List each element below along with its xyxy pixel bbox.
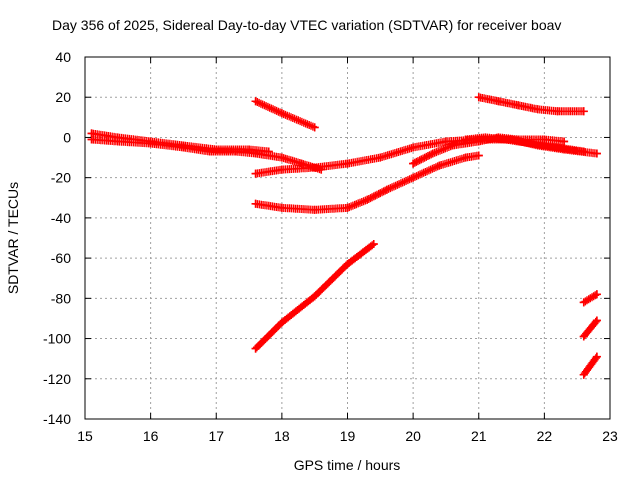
data-point <box>448 141 457 150</box>
data-point <box>592 149 601 158</box>
data-point <box>579 107 588 116</box>
data-point <box>501 135 509 144</box>
series-track-e <box>251 240 378 353</box>
x-tick-label: 19 <box>340 428 356 444</box>
x-tick-label: 20 <box>405 428 421 444</box>
data-point <box>251 344 260 353</box>
y-tick-label: -20 <box>51 170 71 186</box>
data-point <box>251 97 260 106</box>
data-point <box>231 147 240 156</box>
series-track-j <box>579 290 601 307</box>
data-point <box>113 137 122 146</box>
data-point <box>409 173 418 182</box>
y-tick-label: -120 <box>43 371 71 387</box>
data-point <box>474 93 483 102</box>
data-point <box>579 298 588 307</box>
data-point <box>560 137 569 146</box>
data-point <box>251 149 260 158</box>
x-axis-title: GPS time / hours <box>294 457 401 473</box>
data-point <box>481 133 490 142</box>
data-point <box>382 185 391 194</box>
data-point <box>409 143 418 152</box>
data-point <box>343 159 352 168</box>
data-point <box>461 135 470 144</box>
data-point <box>441 137 450 146</box>
data-point <box>369 240 378 249</box>
data-point <box>527 139 536 148</box>
x-tick-label: 17 <box>208 428 224 444</box>
data-point <box>179 143 188 152</box>
series-track-l <box>579 352 601 379</box>
data-point <box>310 292 319 301</box>
y-tick-label: -140 <box>43 411 71 427</box>
series-track-b <box>87 135 326 174</box>
data-point <box>251 199 260 208</box>
x-tick-label: 18 <box>274 428 290 444</box>
chart-title: Day 356 of 2025, Sidereal Day-to-day VTE… <box>52 17 561 33</box>
data-point <box>579 370 588 379</box>
data-point <box>553 107 562 116</box>
data-track <box>474 93 588 116</box>
data-point <box>277 203 286 212</box>
y-tick-label: -100 <box>43 331 71 347</box>
data-point <box>277 153 286 162</box>
data-point <box>461 153 470 162</box>
x-tick-label: 15 <box>77 428 93 444</box>
x-tick-label: 22 <box>537 428 553 444</box>
y-tick-label: -40 <box>51 210 71 226</box>
data-point <box>277 318 286 327</box>
data-point <box>363 195 372 204</box>
data-point <box>592 290 601 299</box>
data-point <box>251 169 260 178</box>
x-tick-label: 16 <box>143 428 159 444</box>
data-point <box>514 101 523 110</box>
data-point <box>592 352 601 361</box>
data-point <box>435 161 444 170</box>
data-point <box>277 109 286 118</box>
data-point <box>592 316 601 325</box>
data-point <box>146 139 155 148</box>
data-point <box>533 105 542 114</box>
tick-layer: 15 16 17 18 19 20 21 22 23 -140 -120 -100 -80 -60 -40 -… <box>43 49 618 444</box>
series-track-k <box>579 316 601 341</box>
data-point <box>553 143 562 152</box>
y-tick-label: -60 <box>51 250 71 266</box>
series-track-i <box>461 133 588 156</box>
grid <box>85 57 610 419</box>
data-point <box>474 151 483 160</box>
y-tick-label: -80 <box>51 290 71 306</box>
data-layer <box>87 93 601 379</box>
data-point <box>343 203 352 212</box>
data-point <box>579 332 588 341</box>
data-point <box>494 97 503 106</box>
x-tick-label: 21 <box>471 428 487 444</box>
data-track <box>251 97 319 132</box>
y-axis-title: SDTVAR / TECUs <box>5 182 21 294</box>
series-track-h <box>474 93 588 116</box>
data-point <box>376 153 385 162</box>
data-point <box>205 147 214 156</box>
data-point <box>409 159 418 168</box>
data-point <box>579 147 588 156</box>
x-tick-label: 23 <box>602 428 618 444</box>
series-track-d <box>251 151 483 214</box>
data-point <box>87 135 96 144</box>
data-point <box>310 123 319 132</box>
y-tick-label: 40 <box>55 49 71 65</box>
data-point <box>310 163 319 172</box>
data-point <box>343 260 352 269</box>
series-track-f <box>251 97 319 132</box>
y-tick-label: 0 <box>63 129 71 145</box>
y-tick-label: 20 <box>55 89 71 105</box>
data-point <box>310 205 319 214</box>
data-point <box>277 165 286 174</box>
data-point <box>428 149 437 158</box>
